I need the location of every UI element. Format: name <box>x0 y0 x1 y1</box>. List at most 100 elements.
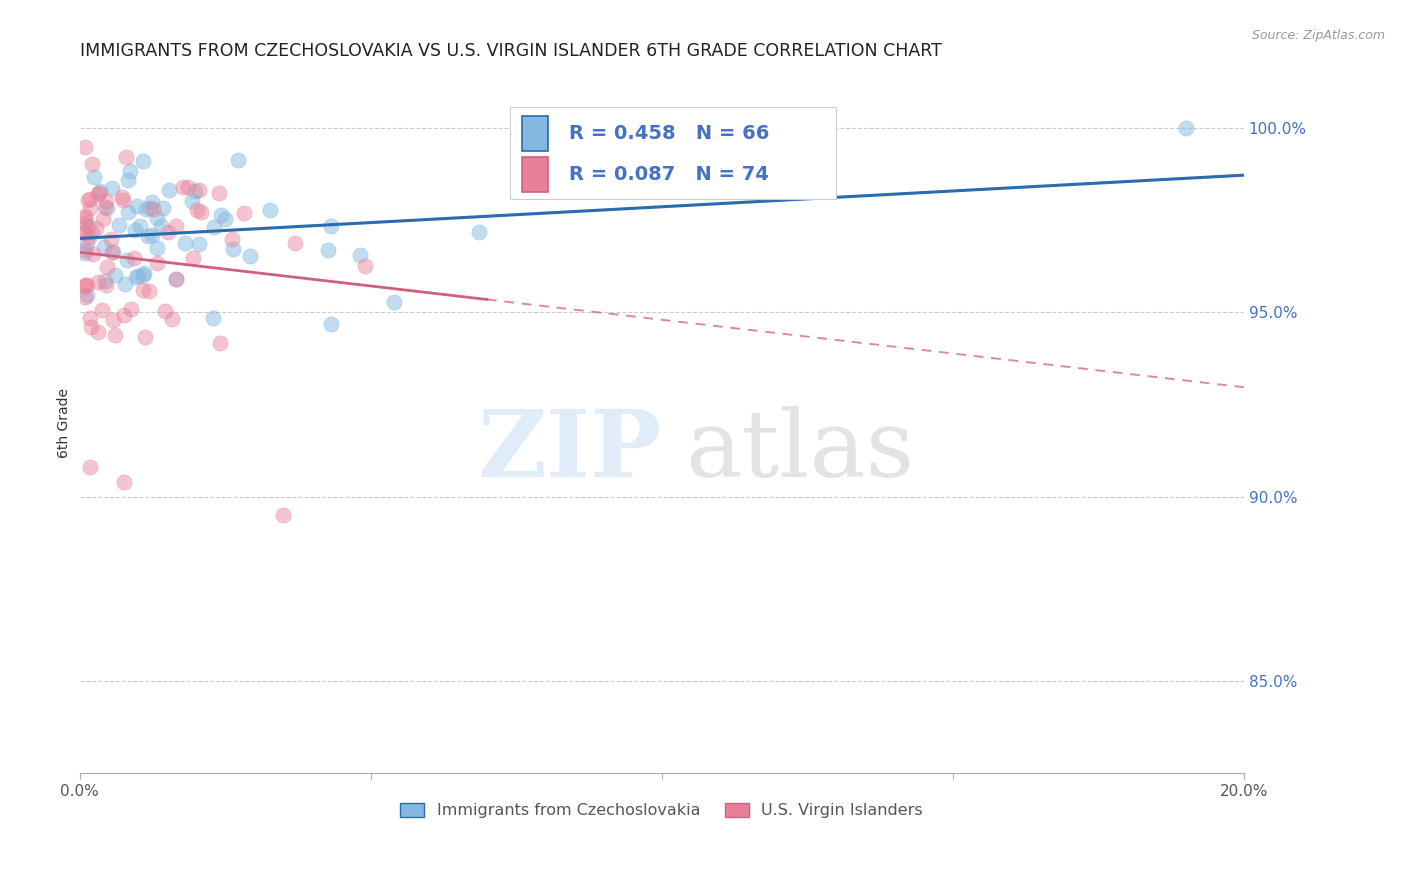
Point <box>114 277 136 291</box>
Point <box>353 260 375 274</box>
Point <box>232 205 254 219</box>
Point <box>149 219 172 233</box>
Point <box>222 242 245 256</box>
Point <box>187 237 209 252</box>
Point <box>103 313 125 327</box>
Point <box>76 219 98 233</box>
Point <box>75 216 97 230</box>
Point <box>174 236 197 251</box>
Point <box>316 243 339 257</box>
Point <box>89 184 111 198</box>
Point <box>124 223 146 237</box>
Point <box>221 232 243 246</box>
Point <box>201 310 224 325</box>
Point <box>108 219 131 233</box>
Point <box>111 190 134 204</box>
Point <box>165 272 187 286</box>
Text: IMMIGRANTS FROM CZECHOSLOVAKIA VS U.S. VIRGIN ISLANDER 6TH GRADE CORRELATION CHA: IMMIGRANTS FROM CZECHOSLOVAKIA VS U.S. V… <box>80 42 942 60</box>
Point <box>184 185 207 199</box>
Point <box>132 266 155 280</box>
Point <box>87 325 110 339</box>
Point <box>177 180 200 194</box>
Point <box>190 204 212 219</box>
Point <box>112 308 135 322</box>
Point <box>96 260 118 275</box>
Point <box>131 154 153 169</box>
Point <box>131 268 153 282</box>
Point <box>202 219 225 234</box>
Point <box>90 303 112 318</box>
Point <box>77 230 100 244</box>
Point <box>75 246 97 260</box>
Point <box>75 140 97 154</box>
Point <box>146 242 169 256</box>
Text: R = 0.458   N = 66: R = 0.458 N = 66 <box>568 124 769 143</box>
Point <box>157 183 180 197</box>
Point <box>127 268 149 283</box>
Point <box>94 200 117 214</box>
Point <box>188 184 211 198</box>
Point <box>117 252 139 267</box>
Point <box>94 277 117 292</box>
Point <box>94 194 117 208</box>
Point <box>165 271 187 285</box>
Point <box>101 245 124 260</box>
Point <box>209 208 232 222</box>
Point <box>319 317 342 331</box>
Point <box>284 236 307 251</box>
Point <box>214 212 236 227</box>
Point <box>75 244 97 258</box>
Point <box>136 229 159 244</box>
Point <box>349 248 371 262</box>
Point <box>77 193 100 207</box>
Point <box>112 475 135 489</box>
Point <box>83 170 105 185</box>
Point <box>135 202 157 217</box>
Point <box>87 275 110 289</box>
Point <box>75 278 97 293</box>
Point <box>239 249 262 263</box>
Point <box>76 288 98 302</box>
FancyBboxPatch shape <box>510 107 837 199</box>
Point <box>468 225 491 239</box>
Point <box>142 202 165 216</box>
Point <box>165 219 187 233</box>
Point <box>75 225 97 239</box>
Point <box>122 251 145 265</box>
Point <box>101 181 124 195</box>
Point <box>121 302 143 317</box>
Point <box>134 330 156 344</box>
Point <box>152 201 174 215</box>
Point <box>82 157 104 171</box>
Point <box>146 256 169 270</box>
Point <box>117 204 139 219</box>
Point <box>76 277 98 292</box>
Text: R = 0.087   N = 74: R = 0.087 N = 74 <box>568 164 769 184</box>
FancyBboxPatch shape <box>522 116 547 151</box>
Point <box>75 290 97 304</box>
Point <box>91 212 114 227</box>
Point <box>382 295 405 310</box>
Point <box>80 225 103 239</box>
Point <box>157 225 180 239</box>
Point <box>138 284 160 298</box>
Legend: Immigrants from Czechoslovakia, U.S. Virgin Islanders: Immigrants from Czechoslovakia, U.S. Vir… <box>394 797 929 825</box>
Point <box>259 203 281 218</box>
Point <box>79 192 101 206</box>
Point <box>103 244 125 259</box>
Point <box>146 211 169 226</box>
Point <box>141 194 163 209</box>
Y-axis label: 6th Grade: 6th Grade <box>58 388 72 458</box>
Point <box>104 327 127 342</box>
Point <box>155 304 177 318</box>
Text: Source: ZipAtlas.com: Source: ZipAtlas.com <box>1251 29 1385 42</box>
Point <box>321 219 343 234</box>
Point <box>132 283 155 297</box>
Point <box>180 194 202 208</box>
Point <box>111 193 134 207</box>
Point <box>75 211 97 226</box>
Point <box>93 240 115 254</box>
Point <box>87 186 110 200</box>
Point <box>124 270 146 285</box>
Point <box>139 202 162 216</box>
